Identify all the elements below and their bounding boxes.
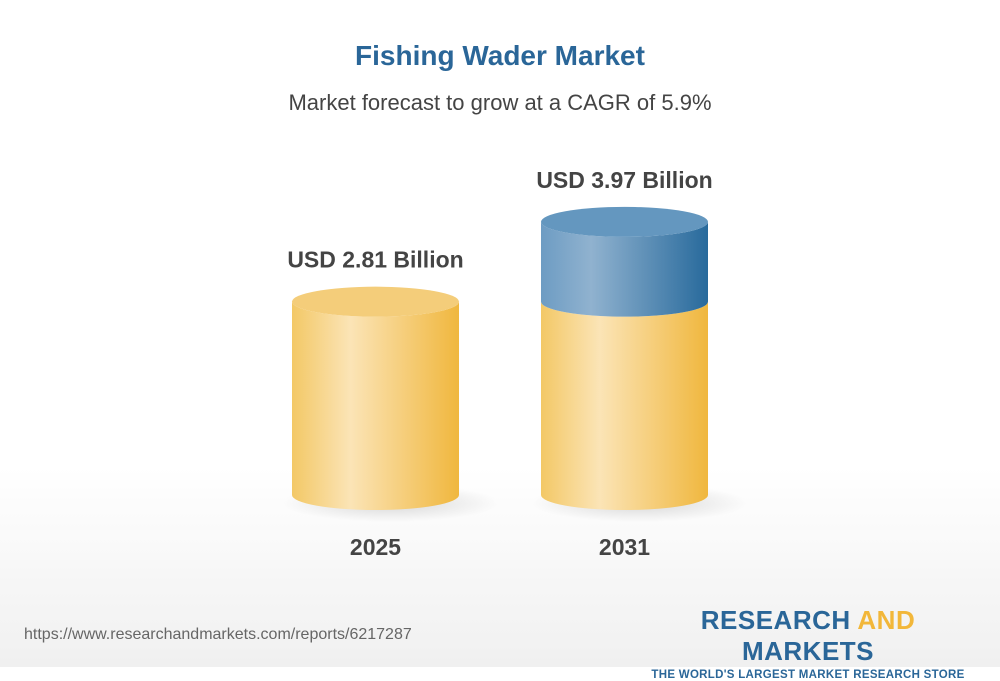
bar-base-2031: [541, 301, 708, 510]
logo-tagline: THE WORLD'S LARGEST MARKET RESEARCH STOR…: [651, 669, 965, 681]
data-label: USD 2.81 Billion: [287, 247, 463, 273]
x-tick-label: 2031: [599, 534, 650, 560]
research-and-markets-logo: RESEARCH AND MARKETS THE WORLD'S LARGEST…: [640, 605, 976, 681]
bar-top-2031: [541, 206, 708, 237]
report-url[interactable]: https://www.researchandmarkets.com/repor…: [24, 626, 412, 643]
chart-title: Fishing Wader Market: [355, 40, 645, 71]
data-label: USD 3.97 Billion: [536, 167, 712, 193]
bar-top-2025: [292, 286, 459, 317]
bar-base-2025: [292, 301, 460, 510]
x-tick-label: 2025: [350, 534, 401, 560]
chart-subtitle: Market forecast to grow at a CAGR of 5.9…: [288, 90, 712, 115]
bar-growth-2031: [541, 221, 708, 317]
cylinder-chart: USD 2.81 Billion 2025 USD 3.97 Billion 2031: [282, 167, 748, 560]
